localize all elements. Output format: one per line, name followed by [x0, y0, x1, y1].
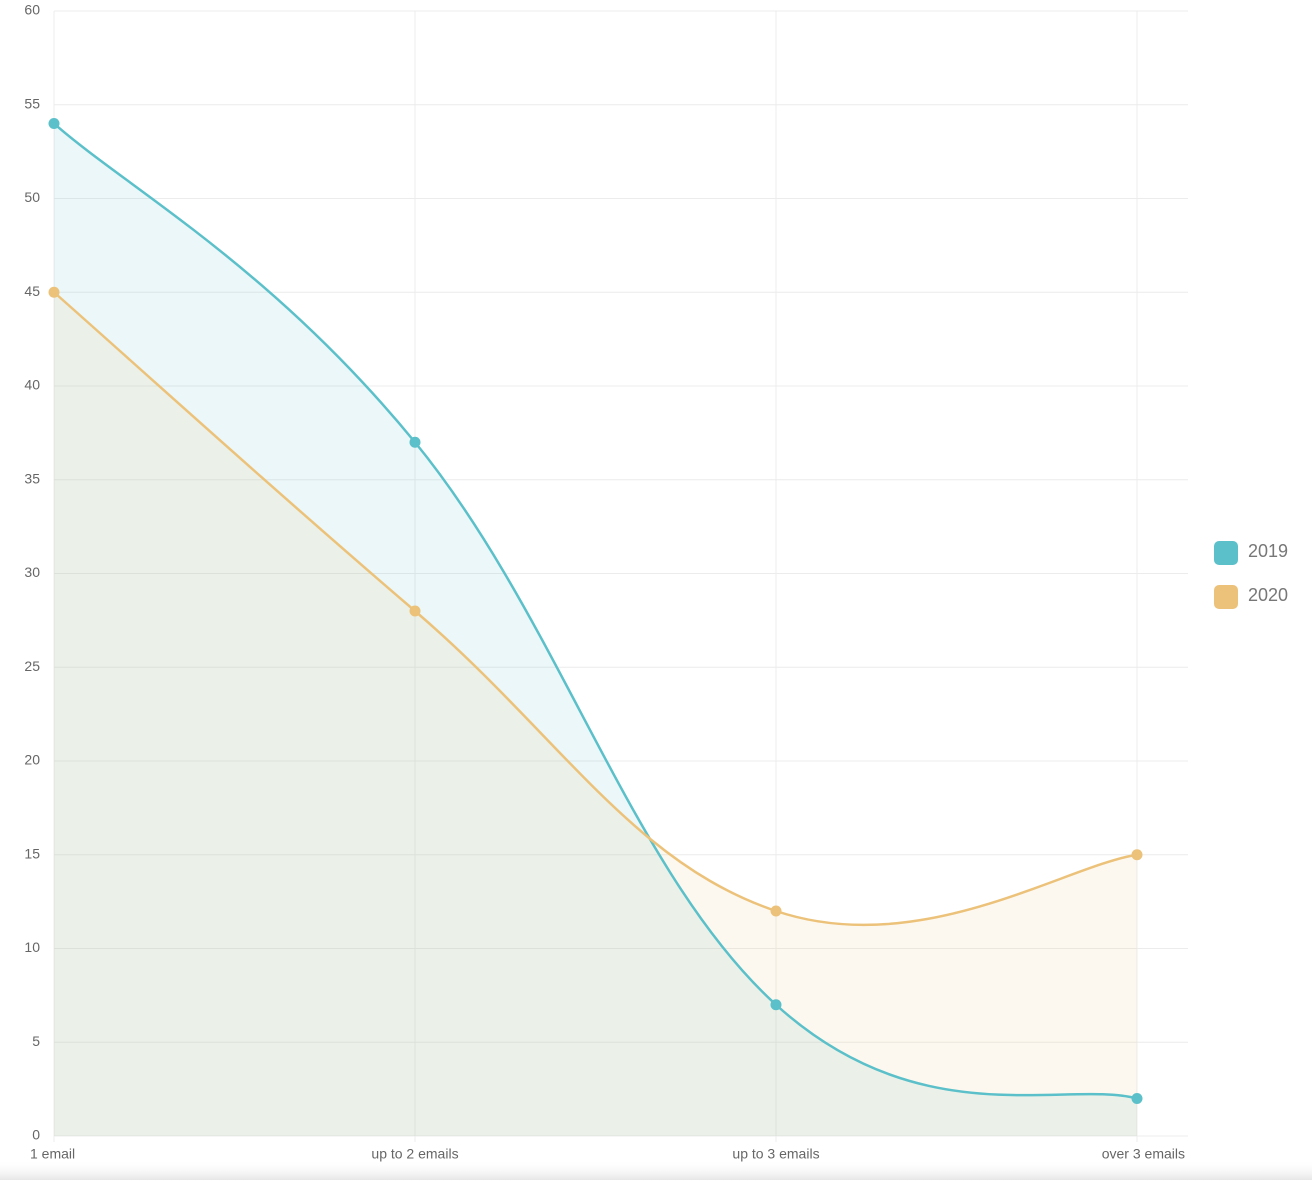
y-tick-label: 15	[24, 845, 40, 861]
legend-swatch	[1214, 541, 1238, 565]
x-tick-label: up to 2 emails	[371, 1146, 458, 1162]
y-tick-label: 25	[24, 658, 40, 674]
y-tick-label: 40	[24, 377, 40, 393]
y-tick-label: 0	[32, 1127, 40, 1143]
point	[48, 118, 60, 129]
point	[1131, 849, 1143, 861]
y-tick-label: 30	[24, 564, 40, 580]
series-line	[53, 122, 1138, 1100]
y-tick-label: 10	[24, 939, 40, 955]
series-area	[54, 123, 1137, 1136]
point	[48, 286, 60, 298]
x-tick-label: 1 email	[30, 1146, 75, 1162]
legend-swatch	[1214, 585, 1238, 609]
y-tick-label: 50	[24, 189, 40, 205]
y-tick-label: 35	[24, 470, 40, 486]
point	[1131, 1093, 1143, 1104]
y-tick-label: 5	[32, 1033, 40, 1049]
bottom-shade	[0, 1160, 1312, 1180]
point	[409, 605, 421, 617]
y-tick-label: 45	[24, 283, 40, 299]
point	[770, 905, 782, 917]
y-tick-label: 60	[24, 2, 40, 18]
legend-label: 2019	[1248, 541, 1288, 561]
y-tick-label: 20	[24, 752, 40, 768]
x-tick-label: up to 3 emails	[732, 1146, 819, 1162]
y-tick-label: 55	[24, 95, 40, 111]
legend-label: 2020	[1248, 585, 1288, 605]
series-line	[53, 291, 1138, 927]
point	[409, 436, 421, 448]
x-tick-label: over 3 emails	[1102, 1146, 1185, 1162]
point	[770, 999, 782, 1011]
